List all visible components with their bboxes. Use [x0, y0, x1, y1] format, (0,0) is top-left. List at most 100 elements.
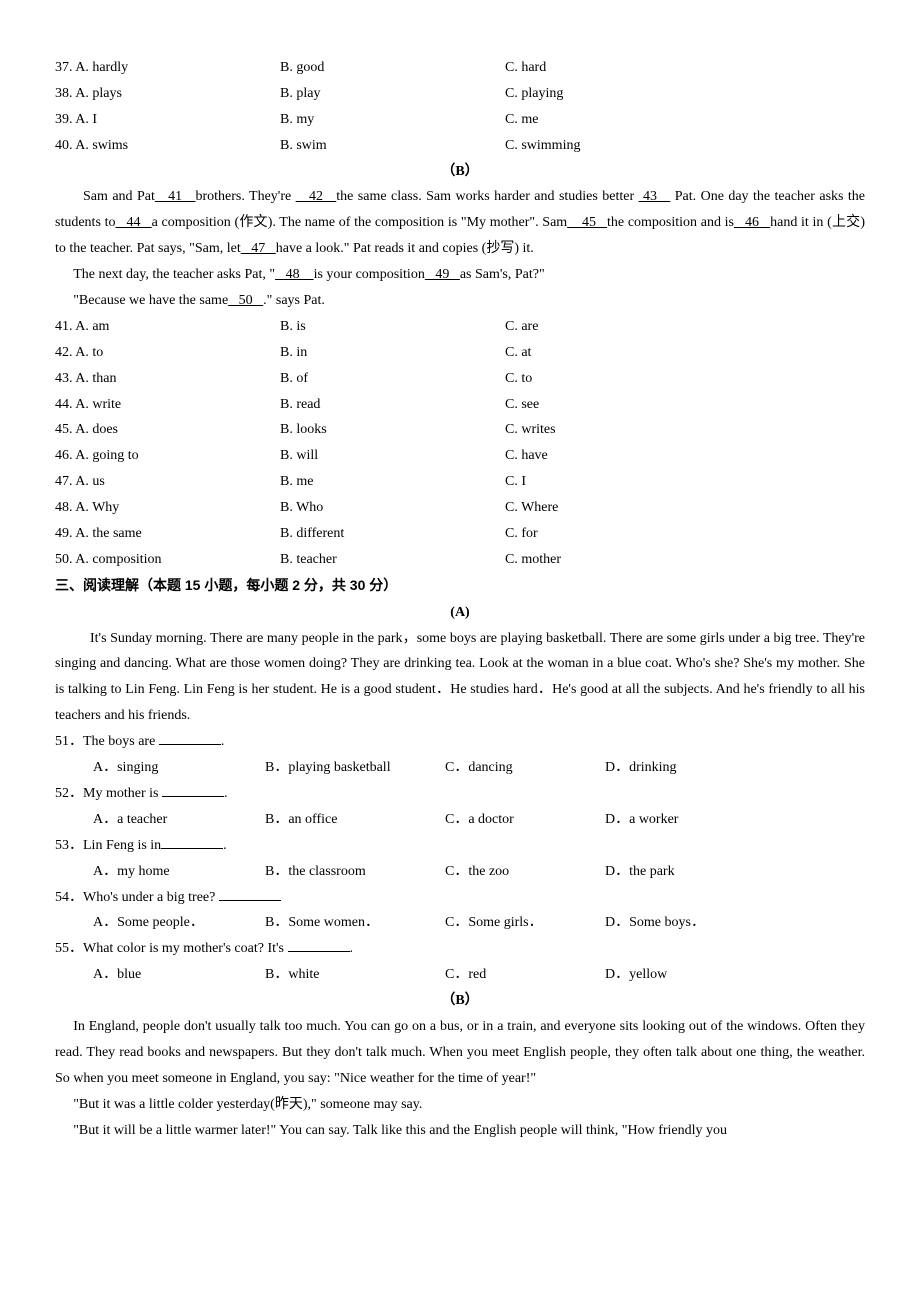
q42-opt-c: C. at — [505, 340, 730, 366]
question-stem: 54．Who's under a big tree? — [55, 890, 219, 905]
q51-opt-c: C．dancing — [445, 755, 605, 781]
opt-text: A. hardly — [75, 60, 128, 75]
text: Sam and Pat — [83, 189, 155, 204]
options-row-53: A．my homeB．the classroomC．the zooD．the p… — [55, 859, 865, 885]
q52-opt-d: D．a worker — [605, 807, 755, 833]
q40-opt-c: C. swimming — [505, 133, 730, 159]
q46-opt-b: B. will — [280, 443, 505, 469]
stem-post: . — [350, 941, 354, 956]
option-row-45: 45. A. doesB. looksC. writes — [55, 417, 865, 443]
question-55: 55．What color is my mother's coat? It's … — [55, 936, 865, 962]
cloze1-options: 37. A. hardly B. good C. hard 38. A. pla… — [55, 55, 865, 159]
blank-45: 45 — [567, 215, 607, 230]
q48-opt-a: 48. A. Why — [55, 495, 280, 521]
q53-opt-b: B．the classroom — [265, 859, 445, 885]
q54-opt-b: B．Some women． — [265, 910, 445, 936]
q48-opt-c: C. Where — [505, 495, 730, 521]
question-54: 54．Who's under a big tree? — [55, 885, 865, 911]
q45-opt-b: B. looks — [280, 417, 505, 443]
reading-a-label: (A) — [55, 600, 865, 626]
answer-blank — [159, 744, 221, 745]
q40-opt-a: 40. A. swims — [55, 133, 280, 159]
blank-49: 49 — [425, 267, 460, 282]
q43-opt-a: 43. A. than — [55, 366, 280, 392]
q38-opt-b: B. play — [280, 81, 505, 107]
question-52: 52．My mother is . — [55, 781, 865, 807]
qnum: 40 — [55, 138, 69, 153]
q55-opt-d: D．yellow — [605, 962, 755, 988]
opt-text: A. plays — [75, 86, 122, 101]
blank-46: 46 — [734, 215, 770, 230]
q49-opt-a: 49. A. the same — [55, 521, 280, 547]
option-row-44: 44. A. writeB. readC. see — [55, 392, 865, 418]
stem-post: . — [224, 786, 228, 801]
cloze2-p1: Sam and Pat 41 brothers. They're 42 the … — [55, 184, 865, 262]
q55-opt-b: B．white — [265, 962, 445, 988]
reading-heading-cn: 三、阅读理解 — [55, 577, 139, 593]
question-53: 53．Lin Feng is in. — [55, 833, 865, 859]
q37-opt-a: 37. A. hardly — [55, 55, 280, 81]
blank-44: 44 — [115, 215, 151, 230]
text: brothers. They're — [195, 189, 295, 204]
q39-opt-a: 39. A. I — [55, 107, 280, 133]
q47-opt-b: B. me — [280, 469, 505, 495]
q38-opt-a: 38. A. plays — [55, 81, 280, 107]
text: is your composition — [314, 267, 425, 282]
option-row-49: 49. A. the sameB. differentC. for — [55, 521, 865, 547]
option-row-38: 38. A. plays B. play C. playing — [55, 81, 865, 107]
text: The next day, the teacher asks Pat, " — [73, 267, 275, 282]
reading-b-label: （B） — [55, 988, 865, 1014]
q54-opt-d: D．Some boys． — [605, 910, 755, 936]
text: the composition and is — [607, 215, 734, 230]
q41-opt-b: B. is — [280, 314, 505, 340]
reading-a-passage: It's Sunday morning. There are many peop… — [55, 626, 865, 730]
text: "Because we have the same — [73, 293, 228, 308]
option-row-47: 47. A. usB. meC. I — [55, 469, 865, 495]
q53-opt-d: D．the park — [605, 859, 755, 885]
option-row-46: 46. A. going toB. willC. have — [55, 443, 865, 469]
blank-42: 42 — [296, 189, 337, 204]
q51-opt-a: A．singing — [93, 755, 265, 781]
answer-blank — [161, 848, 223, 849]
q52-opt-b: B．an office — [265, 807, 445, 833]
q48-opt-b: B. Who — [280, 495, 505, 521]
q47-opt-a: 47. A. us — [55, 469, 280, 495]
options-row-55: A．blueB．whiteC．redD．yellow — [55, 962, 865, 988]
option-row-50: 50. A. compositionB. teacherC. mother — [55, 547, 865, 573]
reading-b-p3: "But it will be a little warmer later!" … — [55, 1118, 865, 1144]
question-stem: 55．What color is my mother's coat? It's — [55, 941, 288, 956]
text: as Sam's, Pat?" — [460, 267, 545, 282]
q55-opt-c: C．red — [445, 962, 605, 988]
opt-text: A. I — [75, 112, 97, 127]
q38-opt-c: C. playing — [505, 81, 730, 107]
q42-opt-b: B. in — [280, 340, 505, 366]
stem-post: . — [221, 734, 225, 749]
q41-opt-a: 41. A. am — [55, 314, 280, 340]
q39-opt-c: C. me — [505, 107, 730, 133]
text: the same class. Sam works harder and stu… — [336, 189, 638, 204]
stem-post: . — [223, 838, 227, 853]
qnum: 38 — [55, 86, 69, 101]
answer-blank — [162, 796, 224, 797]
reading-b-p1: In England, people don't usually talk to… — [55, 1014, 865, 1092]
q43-opt-c: C. to — [505, 366, 730, 392]
q45-opt-c: C. writes — [505, 417, 730, 443]
q43-opt-b: B. of — [280, 366, 505, 392]
q53-opt-a: A．my home — [93, 859, 265, 885]
options-row-54: A．Some people．B．Some women．C．Some girls．… — [55, 910, 865, 936]
q42-opt-a: 42. A. to — [55, 340, 280, 366]
blank-50: 50 — [228, 293, 263, 308]
q52-opt-c: C．a doctor — [445, 807, 605, 833]
qnum: 39 — [55, 112, 69, 127]
question-51: 51．The boys are . — [55, 729, 865, 755]
q50-opt-b: B. teacher — [280, 547, 505, 573]
question-stem: 52．My mother is — [55, 786, 162, 801]
q39-opt-b: B. my — [280, 107, 505, 133]
q55-opt-a: A．blue — [93, 962, 265, 988]
q51-opt-b: B．playing basketball — [265, 755, 445, 781]
cloze2-p2: The next day, the teacher asks Pat, " 48… — [55, 262, 865, 288]
q54-opt-c: C．Some girls． — [445, 910, 605, 936]
q53-opt-c: C．the zoo — [445, 859, 605, 885]
q47-opt-c: C. I — [505, 469, 730, 495]
text: ." says Pat. — [263, 293, 325, 308]
